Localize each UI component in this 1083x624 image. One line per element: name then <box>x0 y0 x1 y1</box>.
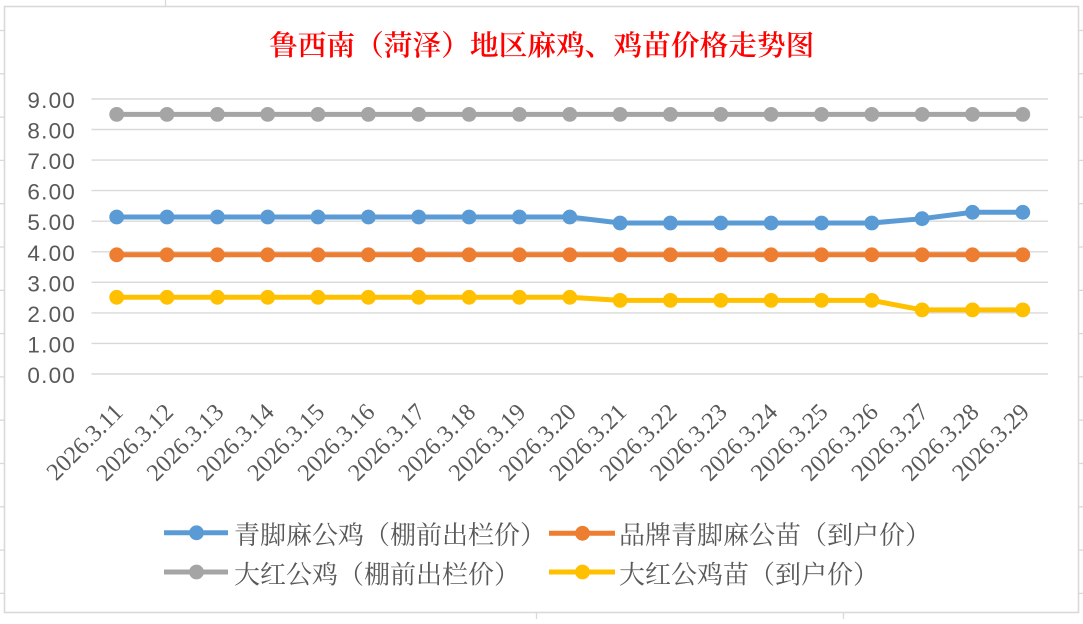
svg-text:4.00: 4.00 <box>27 241 76 266</box>
svg-text:8.00: 8.00 <box>27 119 76 144</box>
svg-text:7.00: 7.00 <box>27 149 76 174</box>
svg-text:5.00: 5.00 <box>27 210 76 235</box>
svg-text:0.00: 0.00 <box>27 363 76 388</box>
svg-text:2.00: 2.00 <box>27 302 76 327</box>
svg-text:9.00: 9.00 <box>27 88 76 113</box>
svg-text:3.00: 3.00 <box>27 271 76 296</box>
svg-text:6.00: 6.00 <box>27 180 76 205</box>
svg-text:1.00: 1.00 <box>27 332 76 357</box>
